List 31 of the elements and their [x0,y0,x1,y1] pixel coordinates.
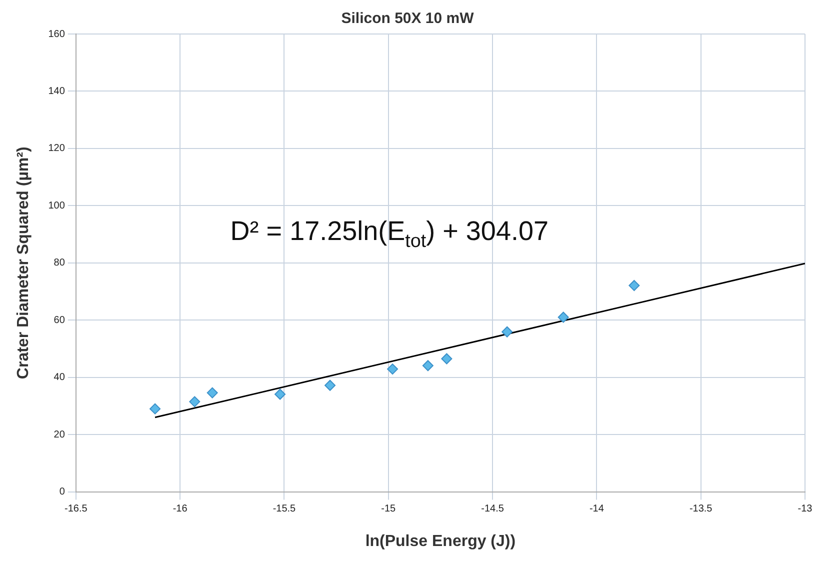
y-tick-label: 140 [48,86,66,97]
y-tick-label: 20 [54,429,66,440]
x-tick-label: -15.5 [272,504,296,515]
point [441,353,452,364]
y-tick-label: 120 [48,143,66,154]
x-tick-label: -14.5 [481,504,504,515]
point [150,403,161,414]
x-tick-label: -16 [172,504,188,515]
x-tick-label: -15 [381,504,396,515]
x-axis-title: ln(Pulse Energy (J)) [365,532,516,550]
point [422,360,434,372]
x-tick-label: -13 [798,504,813,515]
point [274,388,286,400]
chart-title: Silicon 50X 10 mW [341,10,475,28]
point [189,396,200,408]
x-tick-label: -14 [589,504,604,515]
point [502,326,513,338]
y-tick-label: 80 [54,258,66,269]
point [628,280,640,292]
x-tick-label: -13.5 [689,504,713,515]
point [324,380,336,391]
x-tick-label: -16.5 [64,504,88,515]
y-tick-label: 160 [48,28,66,40]
point [387,364,398,375]
y-tick-label: 0 [59,486,66,498]
point [558,312,569,323]
y-tick-label: 100 [48,200,66,212]
y-axis-title: Crater Diameter Squared (µm²) [15,146,32,380]
point [206,387,218,398]
y-tick-label: 60 [54,314,66,326]
y-tick-label: 40 [54,372,66,384]
